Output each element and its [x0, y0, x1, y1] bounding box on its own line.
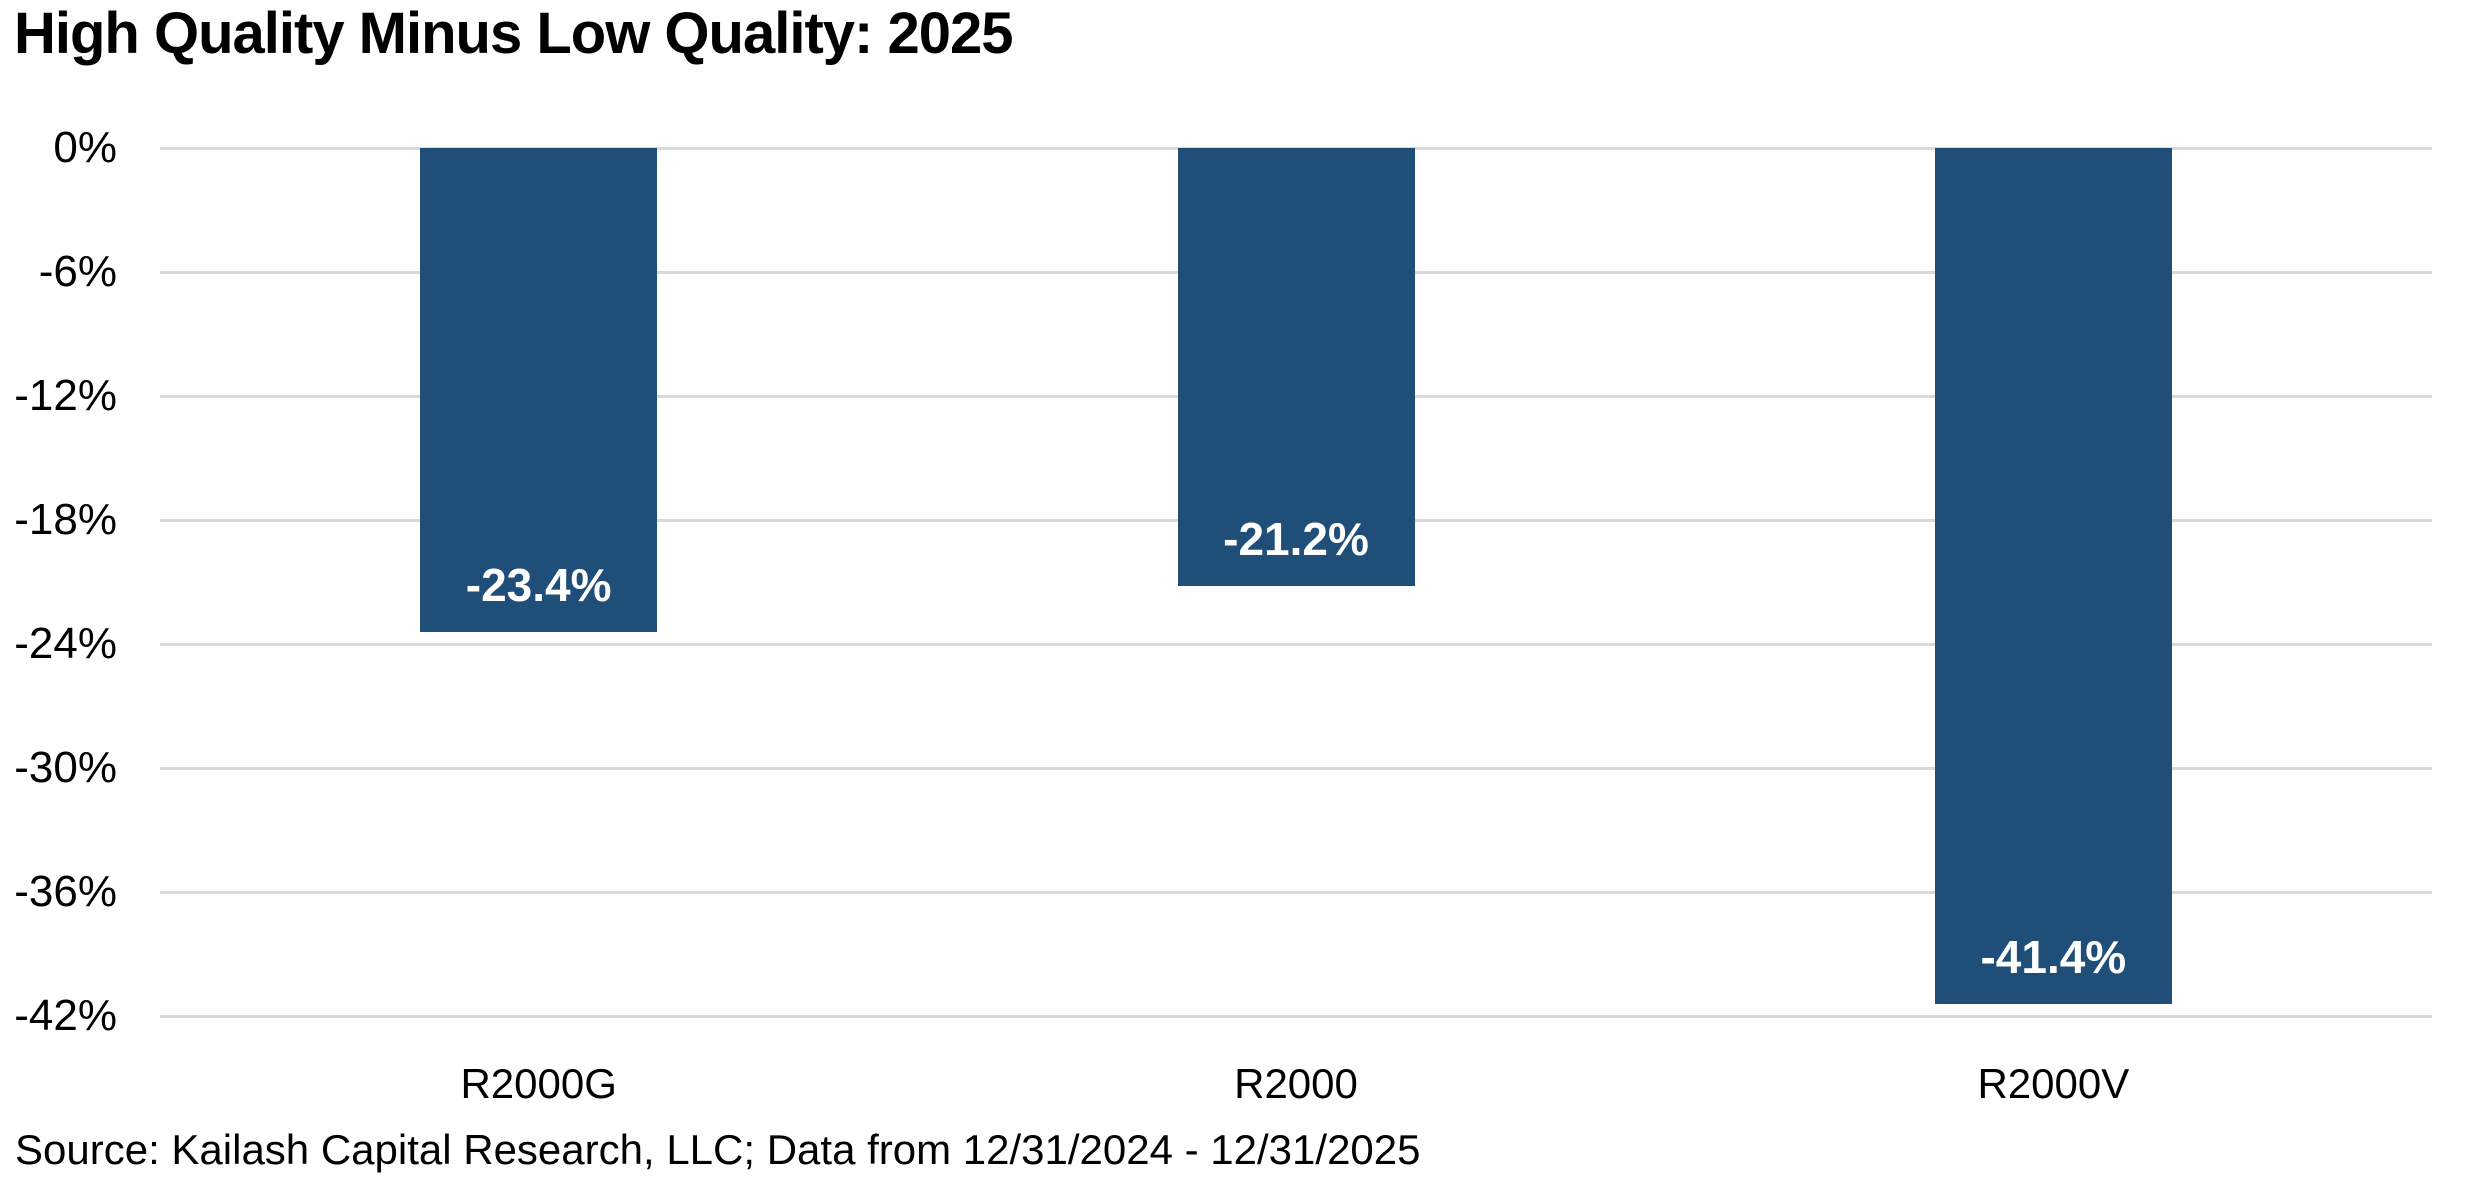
- y-axis-tick-label: -42%: [14, 991, 117, 1040]
- y-axis-tick-label: -12%: [14, 371, 117, 420]
- gridline: [160, 1014, 2432, 1018]
- bar-r2000g[interactable]: -23.4%: [420, 148, 658, 632]
- y-axis-tick-label: -30%: [14, 743, 117, 792]
- y-axis-tick-label: -36%: [14, 867, 117, 916]
- x-axis-tick-label-r2000v: R2000V: [1977, 1060, 2130, 1107]
- bar-r2000v[interactable]: -41.4%: [1934, 148, 2172, 1004]
- bar-data-label: -23.4%: [465, 558, 612, 611]
- x-axis-tick-label-r2000: R2000: [1234, 1060, 1358, 1107]
- bar-data-label: -21.2%: [1223, 513, 1369, 566]
- y-axis-tick-label: -18%: [14, 495, 117, 544]
- bar-data-label: -41.4%: [1980, 930, 2127, 983]
- source-note: Source: Kailash Capital Research, LLC; D…: [15, 1126, 1421, 1173]
- plot-area: -23.4% -21.2% -41.4%: [160, 146, 2432, 1018]
- y-axis-tick-label: -24%: [14, 619, 117, 668]
- x-axis-tick-label-r2000g: R2000G: [460, 1060, 617, 1107]
- gridline: [160, 890, 2432, 894]
- y-axis-tick-label: 0%: [53, 123, 117, 172]
- bar-r2000[interactable]: -21.2%: [1177, 148, 1415, 587]
- chart-title: High Quality Minus Low Quality: 2025: [14, 1, 1013, 66]
- gridline: [160, 642, 2432, 646]
- gridline: [160, 766, 2432, 770]
- y-axis-tick-label: -6%: [38, 247, 117, 296]
